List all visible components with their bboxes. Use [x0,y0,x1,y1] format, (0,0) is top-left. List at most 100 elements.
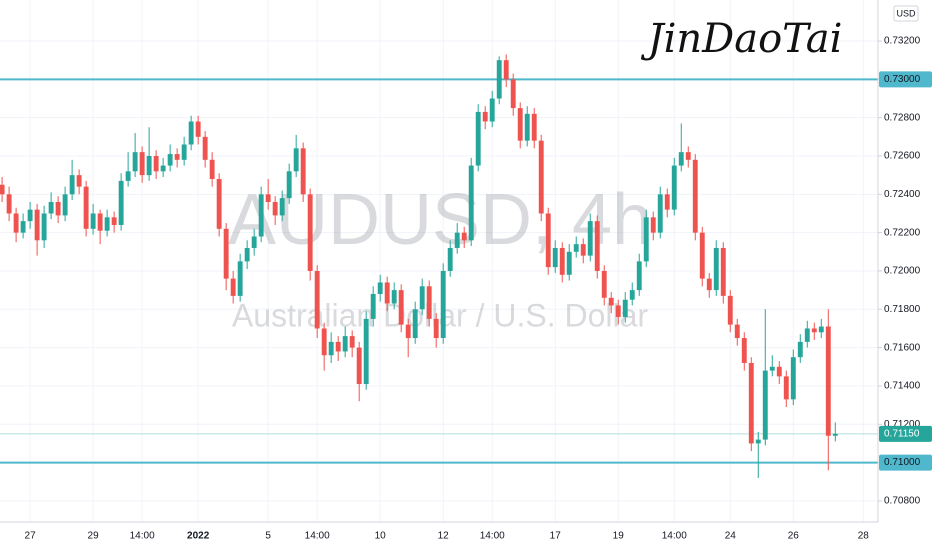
candle-body [195,121,201,137]
candle-body [426,286,432,319]
candle-body [685,152,691,160]
price-tag [879,71,932,88]
candle-body [216,178,222,229]
candle-body [818,326,824,333]
candle-body [69,175,75,195]
candle-body [503,60,509,80]
candle-body [314,270,320,329]
candle-body [153,155,159,172]
candle-body [601,270,607,298]
candle-body [699,232,705,279]
candle-body [181,144,187,160]
candle-body [524,113,530,141]
candle-body [783,376,789,400]
candle-body [342,336,348,352]
candle-body [566,251,572,275]
x-tick-label: 29 [88,531,100,542]
y-tick-label: 0.73200 [884,36,921,47]
candle-body [580,244,586,256]
candle-body [41,213,47,241]
candle-body [559,247,565,275]
candle-body [594,221,600,271]
x-tick-label: 10 [375,531,387,542]
y-tick-label: 0.71800 [884,304,921,315]
candle-body [20,221,26,233]
candle-body [440,270,446,339]
candle-body [104,217,110,231]
candle-body [755,439,761,444]
candle-body [307,194,313,271]
candle-body [132,152,138,172]
candle-body [538,140,544,214]
x-tick-label: 27 [25,531,37,542]
candle-body [657,194,663,233]
candle-body [762,370,768,440]
candle-body [797,341,803,358]
y-tick-label: 0.72600 [884,151,921,162]
candle-body [0,184,5,195]
y-tick-label: 0.72000 [884,266,921,277]
candle-body [776,366,782,377]
candle-body [587,221,593,256]
candle-body [90,213,96,229]
candle-body [111,217,117,225]
candle-body [118,180,124,225]
candle-body [720,247,726,296]
y-tick-label: 0.72400 [884,189,921,200]
candle-body [328,341,334,356]
candle-body [356,347,362,385]
candle-body [727,295,733,325]
candle-body [384,282,390,304]
y-tick-label: 0.70800 [884,496,921,507]
candle-body [545,213,551,268]
candle-body [27,209,33,222]
candle-body [202,136,208,160]
candle-body [650,217,656,233]
x-tick-label: 2022 [187,531,210,542]
candle-body [265,194,271,202]
candle-body [636,261,642,291]
candle-body [391,290,397,304]
candle-body [363,318,369,385]
candle-body [475,111,481,166]
candle-body [251,236,257,248]
candle-body [258,194,264,237]
candle-body [517,108,523,141]
candle-body [167,154,173,166]
candle-body [377,282,383,294]
candle-body [832,433,838,436]
candle-body [643,217,649,262]
price-tag [879,425,932,442]
currency-box[interactable] [893,5,919,22]
candle-body [664,194,670,210]
candle-body [461,232,467,241]
candle-body [188,121,194,145]
candle-body [531,113,537,141]
candle-body [321,328,327,356]
candle-body [62,194,68,216]
x-tick-label: 14:00 [480,531,505,542]
candle-body [468,165,474,241]
candle-body [286,171,292,199]
x-tick-label: 17 [550,531,562,542]
y-tick-label: 0.71200 [884,419,921,430]
candle-body [769,366,775,371]
candle-body [48,201,54,214]
candle-body [6,194,12,214]
price-tag-label: 0.73000 [884,74,921,85]
candle-body [825,326,831,436]
candle-body [223,228,229,279]
candle-body [447,247,453,271]
time-axis [0,522,878,550]
y-tick-label: 0.71400 [884,381,921,392]
candle-body [272,201,278,216]
candle-body [804,328,810,342]
candle-body [34,209,40,241]
price-tag-label: 0.71150 [884,428,920,439]
candle-body [83,186,89,229]
price-tag-label: 0.71000 [884,457,921,468]
currency: USD [896,8,916,18]
candle-body [230,278,236,296]
candle-body [209,159,215,179]
